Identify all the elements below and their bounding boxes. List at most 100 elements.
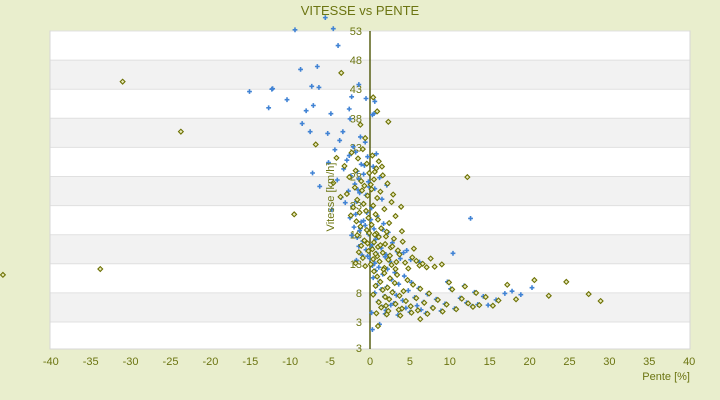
data-point-diamond xyxy=(495,297,502,304)
data-point-diamond xyxy=(119,78,126,85)
data-point-diamond xyxy=(369,152,376,159)
data-point-diamond xyxy=(374,216,382,223)
data-point-diamond xyxy=(379,172,386,179)
data-point-plus xyxy=(346,106,352,112)
chart-title: VITESSE vs PENTE xyxy=(300,3,420,18)
data-point-plus xyxy=(529,285,535,291)
data-point-plus xyxy=(330,26,336,32)
data-point-diamond xyxy=(371,231,378,238)
data-point-diamond xyxy=(375,299,382,306)
data-point-diamond xyxy=(381,269,388,277)
data-point-plus xyxy=(377,175,382,181)
x-tick-label: 5 xyxy=(407,356,413,368)
data-point-diamond xyxy=(381,240,389,248)
data-point-diamond xyxy=(354,232,361,239)
data-point-diamond xyxy=(337,193,344,201)
data-point-diamond xyxy=(377,188,384,195)
data-point-plus xyxy=(365,154,371,160)
data-point-diamond xyxy=(431,263,438,270)
data-point-diamond xyxy=(341,162,348,170)
data-point-diamond xyxy=(372,282,379,290)
x-tick-label: -30 xyxy=(123,356,139,368)
data-point-diamond xyxy=(504,281,511,288)
data-point-diamond xyxy=(429,304,437,312)
data-point-diamond xyxy=(357,121,364,128)
data-point-diamond xyxy=(374,108,381,115)
x-tick-label: 35 xyxy=(643,356,655,368)
x-tick-label: -35 xyxy=(83,356,99,368)
data-point-diamond xyxy=(376,258,383,265)
data-point-diamond xyxy=(177,128,185,135)
data-point-diamond xyxy=(370,202,377,209)
data-point-plus xyxy=(329,207,335,213)
data-point-diamond xyxy=(370,268,378,275)
data-point-diamond xyxy=(392,265,399,273)
data-point-plus xyxy=(370,275,376,281)
x-tick-label: -25 xyxy=(163,356,179,368)
data-point-plus xyxy=(396,281,402,287)
data-point-plus xyxy=(346,153,352,158)
x-tick-label: 0 xyxy=(367,356,373,368)
data-point-diamond xyxy=(482,293,489,301)
data-point-diamond xyxy=(353,218,360,225)
data-point-plus xyxy=(363,96,369,101)
data-point-plus xyxy=(397,256,403,261)
data-point-diamond xyxy=(424,310,431,318)
data-point-diamond xyxy=(382,233,390,240)
data-point-diamond xyxy=(409,254,416,261)
data-point-diamond xyxy=(358,187,366,194)
y-tick-label: 3 xyxy=(356,317,362,329)
y-tick-label: 53 xyxy=(350,26,362,38)
data-point-plus xyxy=(361,171,367,177)
data-point-diamond xyxy=(389,191,397,198)
data-point-diamond xyxy=(413,257,420,265)
x-tick-label: 30 xyxy=(603,356,615,368)
data-point-plus xyxy=(518,292,524,298)
data-point-diamond xyxy=(388,198,395,206)
data-point-diamond xyxy=(453,306,460,313)
data-point-diamond xyxy=(597,297,604,305)
data-point-diamond xyxy=(461,283,469,290)
data-point-diamond xyxy=(356,209,363,216)
data-point-diamond xyxy=(348,149,355,156)
data-point-diamond xyxy=(330,179,337,187)
data-point-diamond xyxy=(427,255,434,262)
data-point-diamond xyxy=(291,211,298,218)
data-point-diamond xyxy=(405,265,412,272)
data-point-plus xyxy=(344,157,350,163)
data-point-diamond xyxy=(378,163,386,170)
data-point-diamond xyxy=(389,289,396,296)
data-point-diamond xyxy=(355,248,363,256)
data-point-diamond xyxy=(413,294,420,302)
data-point-diamond xyxy=(359,145,366,153)
data-point-diamond xyxy=(352,167,359,174)
data-point-diamond xyxy=(402,297,410,305)
data-point-plus xyxy=(349,94,355,100)
data-point-diamond xyxy=(409,281,417,288)
data-point-diamond xyxy=(358,242,365,249)
data-point-diamond xyxy=(393,271,401,279)
data-point-diamond xyxy=(381,205,388,213)
data-point-diamond xyxy=(365,247,372,255)
x-tick-label: 40 xyxy=(683,356,695,368)
data-point-plus xyxy=(370,164,376,170)
data-point-diamond xyxy=(396,292,403,299)
data-point-plus xyxy=(269,86,275,92)
data-point-plus xyxy=(502,291,508,296)
data-point-diamond xyxy=(385,118,392,125)
data-point-plus xyxy=(310,103,316,108)
data-point-diamond xyxy=(372,211,379,218)
data-point-diamond xyxy=(375,158,382,165)
data-point-plus xyxy=(365,253,371,259)
data-point-diamond xyxy=(563,278,570,286)
data-point-diamond xyxy=(389,243,396,250)
data-point-plus xyxy=(349,232,355,238)
data-point-diamond xyxy=(372,250,379,258)
data-point-plus xyxy=(332,147,338,153)
data-point-diamond xyxy=(359,254,366,262)
data-point-diamond xyxy=(394,247,402,254)
data-point-diamond xyxy=(369,246,376,253)
data-point-plus xyxy=(369,327,375,332)
data-point-diamond xyxy=(385,256,392,263)
